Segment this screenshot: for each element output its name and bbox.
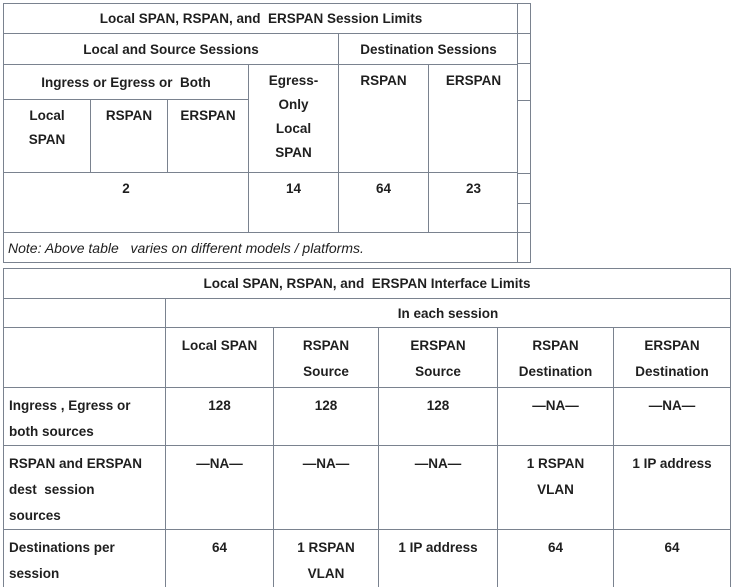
spacer-cell bbox=[517, 173, 531, 204]
value-cell: —NA— bbox=[165, 445, 274, 530]
value-cell: —NA— bbox=[497, 387, 614, 446]
empty-cell bbox=[3, 298, 166, 328]
header-ingress-egress-both: Ingress or Egress or Both bbox=[3, 64, 249, 100]
table-row: Note: Above table varies on different mo… bbox=[2, 232, 520, 263]
value-cell: 64 bbox=[612, 529, 732, 587]
col-header-erspan-destination: ERSPAN Destination bbox=[612, 327, 732, 388]
value-cell: —NA— bbox=[612, 387, 732, 446]
spacer-cell bbox=[517, 203, 531, 233]
interface-limits-table: Local SPAN, RSPAN, and ERSPAN Interface … bbox=[2, 268, 732, 587]
value-cell: —NA— bbox=[378, 445, 498, 530]
group-header-destination-sessions: Destination Sessions bbox=[337, 33, 520, 65]
header-local-span: Local SPAN bbox=[3, 99, 91, 173]
value-cell: 64 bbox=[497, 529, 614, 587]
value-erspan-destination: 23 bbox=[427, 172, 520, 233]
empty-cell bbox=[3, 327, 166, 388]
table-row: Local and Source Sessions Destination Se… bbox=[3, 33, 520, 65]
header-erspan: ERSPAN bbox=[167, 99, 249, 173]
row-label-destinations-per-session: Destinations per session bbox=[3, 529, 166, 587]
col-header-erspan-source: ERSPAN Source bbox=[378, 327, 498, 388]
value-cell: 1 RSPAN VLAN bbox=[273, 529, 379, 587]
table-row: Destinations per session 64 1 RSPAN VLAN… bbox=[3, 529, 732, 587]
table-row: Local SPAN, RSPAN, and ERSPAN Session Li… bbox=[2, 3, 520, 34]
table-row: Ingress or Egress or Both Egress- Only L… bbox=[3, 64, 520, 173]
value-ingress-egress-both: 2 bbox=[3, 172, 249, 233]
header-rspan-destination: RSPAN bbox=[338, 64, 429, 173]
table-row: 2 14 64 23 bbox=[3, 172, 520, 233]
group-header-local-source-sessions: Local and Source Sessions bbox=[3, 33, 339, 65]
spacer-cell bbox=[517, 63, 531, 101]
value-cell: 128 bbox=[165, 387, 274, 446]
table-row: RSPAN and ERSPAN dest session sources —N… bbox=[3, 445, 732, 530]
note-row: Note: Above table varies on different mo… bbox=[2, 232, 520, 263]
col-header-rspan-destination: RSPAN Destination bbox=[497, 327, 614, 388]
value-cell: 1 IP address bbox=[378, 529, 498, 587]
spacer-column bbox=[517, 3, 531, 263]
spacer-cell bbox=[517, 100, 531, 174]
header-rspan: RSPAN bbox=[90, 99, 168, 173]
table-row: Ingress , Egress or both sources 128 128… bbox=[3, 387, 732, 446]
spacer-cell bbox=[517, 33, 531, 64]
value-cell: 1 RSPAN VLAN bbox=[497, 445, 614, 530]
session-limits-title: Local SPAN, RSPAN, and ERSPAN Session Li… bbox=[2, 3, 520, 34]
col-header-local-span: Local SPAN bbox=[165, 327, 274, 388]
spacer-cell bbox=[517, 232, 531, 263]
value-egress-only-local-span: 14 bbox=[248, 172, 339, 233]
value-cell: 1 IP address bbox=[612, 445, 732, 530]
table-row: Local SPAN RSPAN ERSPAN bbox=[3, 99, 519, 173]
value-cell: 64 bbox=[165, 529, 274, 587]
value-rspan-destination: 64 bbox=[338, 172, 429, 233]
value-cell: 128 bbox=[273, 387, 379, 446]
row-label-dest-session-sources: RSPAN and ERSPAN dest session sources bbox=[3, 445, 166, 530]
value-cell: 128 bbox=[378, 387, 498, 446]
header-egress-only-local-span: Egress- Only Local SPAN bbox=[248, 64, 339, 173]
header-in-each-session: In each session bbox=[164, 298, 732, 328]
col-header-rspan-source: RSPAN Source bbox=[273, 327, 379, 388]
table-row: In each session bbox=[3, 298, 732, 328]
table-row: Local SPAN RSPAN Source ERSPAN Source RS… bbox=[3, 327, 732, 388]
spacer-cell bbox=[517, 3, 531, 34]
header-erspan-destination: ERSPAN bbox=[427, 64, 520, 173]
value-cell: —NA— bbox=[273, 445, 379, 530]
row-label-ingress-egress-sources: Ingress , Egress or both sources bbox=[3, 387, 166, 446]
interface-limits-title: Local SPAN, RSPAN, and ERSPAN Interface … bbox=[2, 268, 732, 299]
session-limits-table: Local SPAN, RSPAN, and ERSPAN Session Li… bbox=[2, 3, 520, 263]
table-row: Local SPAN, RSPAN, and ERSPAN Interface … bbox=[2, 268, 732, 299]
